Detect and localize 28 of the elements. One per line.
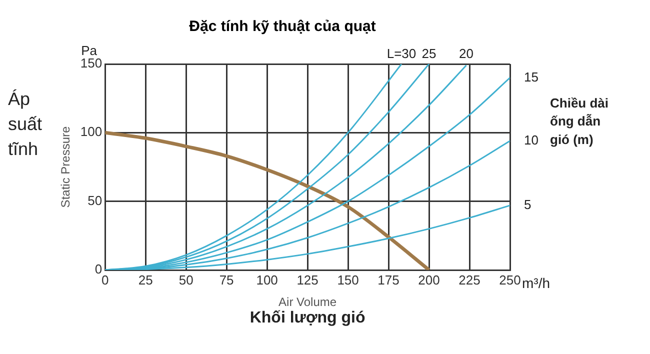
series-label: 5 [524, 197, 532, 212]
series-label: 10 [524, 132, 538, 148]
y-tick-label: 0 [94, 262, 102, 277]
x-tick-label: 150 [337, 272, 359, 288]
text: Khối lượng gió [250, 309, 366, 326]
x-tick-label: 75 [219, 272, 234, 288]
text: Pa [81, 43, 98, 58]
text: m³/h [522, 274, 550, 291]
series-label: 20 [459, 46, 474, 62]
x-tick-label: 100 [256, 272, 278, 288]
x-tick-label: 50 [178, 272, 194, 288]
series-label: 15 [524, 69, 538, 84]
x-tick-label: 25 [138, 272, 153, 288]
y-tick-label: 50 [88, 192, 102, 208]
x-tick-label: 225 [458, 272, 480, 288]
y-tick-label: 150 [80, 56, 102, 71]
y-axis-title: Static Pressure [58, 126, 73, 208]
x-tick-label: 200 [418, 272, 440, 288]
text: Áp suất tĩnh [8, 88, 42, 160]
y-tick-label: 100 [80, 124, 102, 140]
x-tick-label: 250 [499, 272, 521, 288]
x-tick-label: 175 [378, 272, 400, 288]
series-label: L=30 [386, 46, 416, 62]
text: Chiều dài ống dẫn gió (m) [550, 95, 609, 147]
chart-title: Đặc tính kỹ thuật của quạt [189, 18, 376, 36]
series-label: 25 [422, 46, 436, 62]
x-tick-label: 125 [296, 272, 318, 288]
x-axis-title: Air Volume [278, 295, 337, 310]
